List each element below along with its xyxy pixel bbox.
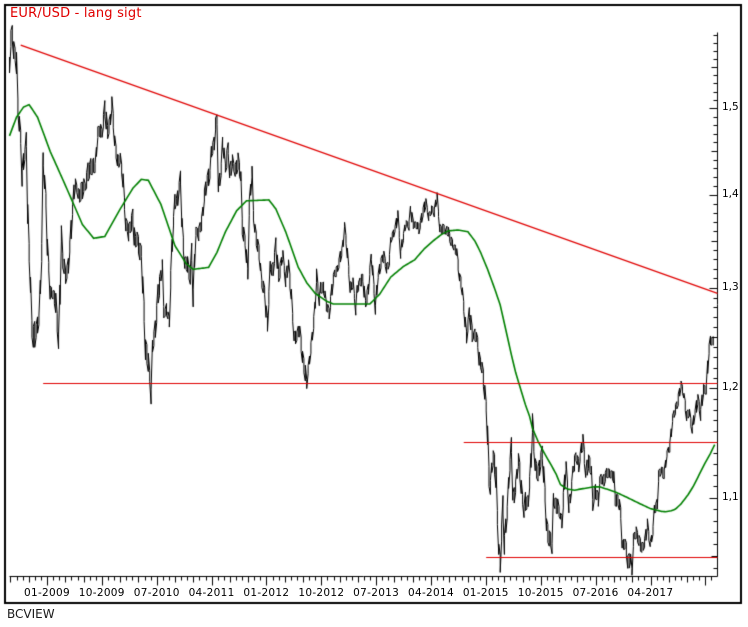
x-axis-label: 07-2016 [572, 587, 619, 599]
y-axis-label: 1,2 [722, 381, 739, 394]
y-axis-label: 1,1 [722, 490, 739, 503]
x-axis-label: 07-2013 [353, 587, 400, 599]
x-axis-label: 04-2017 [627, 587, 674, 599]
chart-title: EUR/USD - lang sigt [10, 6, 142, 21]
y-axis-label: 1,5 [722, 101, 739, 114]
x-axis-label: 01-2012 [243, 587, 290, 599]
x-axis-label: 10-2015 [517, 587, 564, 599]
x-axis-label: 07-2010 [133, 587, 180, 599]
x-axis-label: 10-2012 [298, 587, 345, 599]
x-axis-label: 10-2009 [78, 587, 125, 599]
y-axis-label: 1,4 [722, 187, 739, 200]
x-axis-label: 04-2011 [188, 587, 235, 599]
x-axis-label: 01-2015 [462, 587, 509, 599]
bcview-watermark: BCVIEW [7, 607, 55, 621]
x-axis-label: 04-2014 [407, 587, 454, 599]
y-axis-label: 1,3 [722, 280, 739, 293]
x-axis-label: 01-2009 [23, 587, 70, 599]
